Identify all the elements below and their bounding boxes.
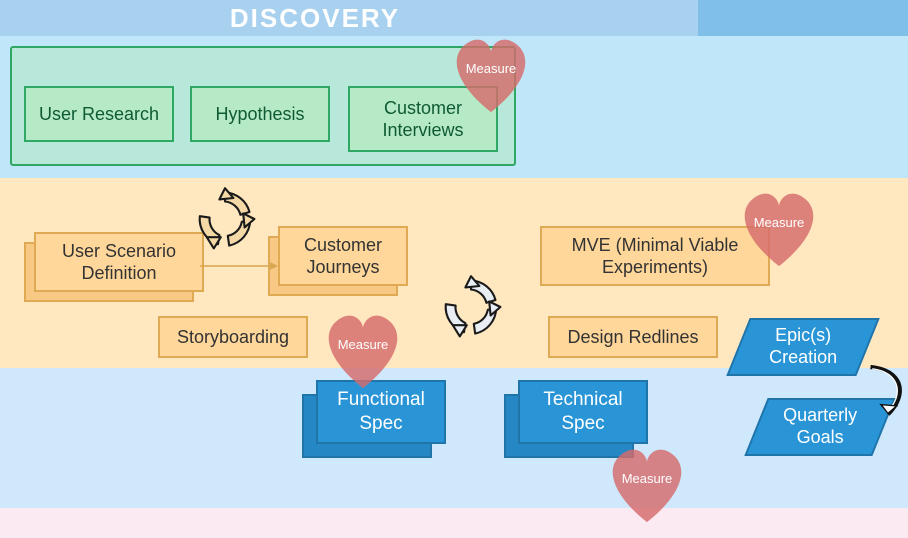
card-design-redlines: Design Redlines (548, 316, 718, 358)
label: User Research (39, 103, 159, 126)
label: Design Redlines (567, 326, 698, 349)
card-mve: MVE (Minimal Viable Experiments) (540, 226, 770, 286)
label: Storyboarding (177, 326, 289, 349)
curved-arrow-icon (858, 360, 908, 430)
row-4-band (0, 508, 908, 538)
header-band: DISCOVERY (0, 0, 908, 36)
card-functional-spec: Functional Spec (316, 380, 446, 444)
label: Customer Interviews (356, 97, 490, 142)
card-user-scenario: User Scenario Definition (34, 232, 204, 292)
label: Functional Spec (324, 388, 438, 436)
card-customer-journeys: Customer Journeys (278, 226, 408, 286)
card-technical-spec: Technical Spec (518, 380, 648, 444)
card-customer-interviews: Customer Interviews (348, 86, 498, 152)
arrow-icon (200, 260, 278, 262)
card-hypothesis: Hypothesis (190, 86, 330, 142)
card-user-research: User Research (24, 86, 174, 142)
label: User Scenario Definition (42, 240, 196, 285)
label: Hypothesis (215, 103, 304, 126)
label: Technical Spec (526, 388, 640, 436)
label: Epic(s) Creation (740, 325, 866, 368)
header-title: DISCOVERY (0, 0, 630, 36)
card-storyboarding: Storyboarding (158, 316, 308, 358)
cycle-icon (190, 184, 260, 254)
header-corner (698, 0, 908, 36)
label: Customer Journeys (286, 234, 400, 279)
diagram-stage: DISCOVERY User Research Hypothesis Custo… (0, 0, 908, 538)
cycle-icon (436, 272, 506, 342)
label: MVE (Minimal Viable Experiments) (548, 234, 762, 279)
para-epics-creation: Epic(s) Creation (726, 318, 879, 376)
